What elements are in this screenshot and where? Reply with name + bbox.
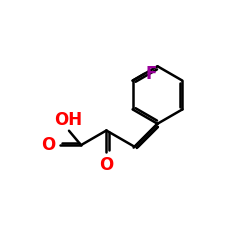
Text: O: O xyxy=(41,136,55,154)
Text: O: O xyxy=(99,156,114,174)
Text: OH: OH xyxy=(54,111,82,129)
Text: F: F xyxy=(146,65,157,83)
